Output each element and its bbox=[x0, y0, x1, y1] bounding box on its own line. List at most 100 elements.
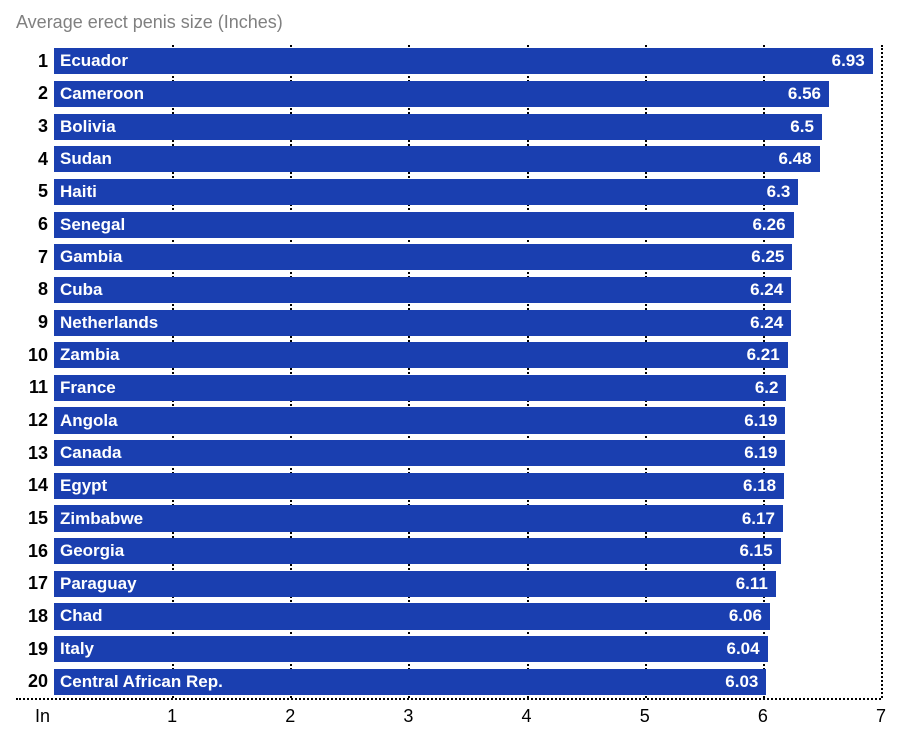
bar: Angola 6.19 bbox=[54, 407, 785, 433]
bar-value-label: 6.19 bbox=[744, 443, 777, 463]
bar-value-label: 6.17 bbox=[742, 509, 775, 529]
bar-row: France 6.2 bbox=[54, 372, 881, 405]
bar-value-label: 6.18 bbox=[743, 476, 776, 496]
bar-country-label: Cameroon bbox=[60, 84, 144, 104]
bar-country-label: Cuba bbox=[60, 280, 103, 300]
bar: Zimbabwe 6.17 bbox=[54, 505, 783, 531]
bar-value-label: 6.03 bbox=[725, 672, 758, 692]
x-tick: 6 bbox=[758, 706, 768, 727]
plot: Ecuador6.93 Cameroon 6.56 Bolivia 6.5 Sudan 6.… bbox=[54, 45, 881, 698]
rank-cell: 4 bbox=[38, 143, 48, 176]
rank-cell: 15 bbox=[28, 502, 48, 535]
bar-value-label: 6.04 bbox=[726, 639, 759, 659]
bar-country-label: Sudan bbox=[60, 149, 112, 169]
bar-value-label: 6.48 bbox=[778, 149, 811, 169]
bar-value-label: 6.11 bbox=[736, 574, 768, 594]
bar-value-label: 6.21 bbox=[747, 345, 780, 365]
bar-row: Bolivia 6.5 bbox=[54, 110, 881, 143]
bar-value-label: 6.3 bbox=[767, 182, 791, 202]
rank-cell: 10 bbox=[28, 339, 48, 372]
bar-value-label: 6.2 bbox=[755, 378, 779, 398]
rank-cell: 1 bbox=[38, 45, 48, 78]
bar-country-label: Chad bbox=[60, 606, 103, 626]
bar-value-label: 6.15 bbox=[739, 541, 772, 561]
bar-country-label: Central African Rep. bbox=[60, 672, 223, 692]
bar-country-label: Egypt bbox=[60, 476, 107, 496]
bar-value-label: 6.56 bbox=[788, 84, 821, 104]
bar: Chad6.06 bbox=[54, 603, 770, 629]
bar-row: Italy 6.04 bbox=[54, 633, 881, 666]
rank-cell: 11 bbox=[29, 372, 48, 405]
bar-value-label: 6.25 bbox=[751, 247, 784, 267]
x-axis-inner: In 1234567 bbox=[54, 700, 881, 740]
bar-country-label: Angola bbox=[60, 411, 118, 431]
x-tick: 5 bbox=[640, 706, 650, 727]
rank-cell: 17 bbox=[28, 568, 48, 601]
bar-row: Central African Rep. 6.03 bbox=[54, 665, 881, 698]
rank-cell: 20 bbox=[28, 665, 48, 698]
bar-country-label: Gambia bbox=[60, 247, 122, 267]
bar-country-label: France bbox=[60, 378, 116, 398]
plot-area: 1234567891011121314151617181920 Ecuador6… bbox=[16, 45, 881, 700]
rank-cell: 2 bbox=[38, 78, 48, 111]
bar: Cameroon 6.56 bbox=[54, 81, 829, 107]
gridline bbox=[881, 45, 883, 698]
rank-cell: 5 bbox=[38, 176, 48, 209]
bar-row: Zimbabwe 6.17 bbox=[54, 502, 881, 535]
bar-country-label: Bolivia bbox=[60, 117, 116, 137]
bar-row: Egypt 6.18 bbox=[54, 470, 881, 503]
bar-value-label: 6.93 bbox=[832, 51, 865, 71]
bar-country-label: Zimbabwe bbox=[60, 509, 143, 529]
x-tick: 4 bbox=[522, 706, 532, 727]
bar-row: Cuba 6.24 bbox=[54, 274, 881, 307]
bar: Georgia 6.15 bbox=[54, 538, 781, 564]
bar-row: Canada6.19 bbox=[54, 437, 881, 470]
bar-country-label: Senegal bbox=[60, 215, 125, 235]
bar-row: Sudan 6.48 bbox=[54, 143, 881, 176]
bar-value-label: 6.26 bbox=[752, 215, 785, 235]
bar-row: Senegal 6.26 bbox=[54, 208, 881, 241]
rank-cell: 12 bbox=[28, 404, 48, 437]
x-tick: 7 bbox=[876, 706, 886, 727]
bar-country-label: Georgia bbox=[60, 541, 124, 561]
y-rank-column: 1234567891011121314151617181920 bbox=[16, 45, 54, 698]
bar: Italy 6.04 bbox=[54, 636, 768, 662]
bar: Egypt 6.18 bbox=[54, 473, 784, 499]
rank-cell: 8 bbox=[38, 274, 48, 307]
bar-row: Paraguay 6.11 bbox=[54, 568, 881, 601]
bar-value-label: 6.5 bbox=[790, 117, 814, 137]
bar-country-label: Paraguay bbox=[60, 574, 137, 594]
rank-cell: 13 bbox=[28, 437, 48, 470]
bars: Ecuador6.93 Cameroon 6.56 Bolivia 6.5 Sudan 6.… bbox=[54, 45, 881, 698]
bar: Cuba 6.24 bbox=[54, 277, 791, 303]
bar: France 6.2 bbox=[54, 375, 786, 401]
bar-value-label: 6.24 bbox=[750, 280, 783, 300]
x-axis-zero-label: In bbox=[35, 706, 54, 727]
bar: Central African Rep. 6.03 bbox=[54, 669, 766, 695]
x-axis: In 1234567 bbox=[16, 700, 881, 740]
bar-row: Gambia 6.25 bbox=[54, 241, 881, 274]
bar: Paraguay 6.11 bbox=[54, 571, 776, 597]
bar: Gambia 6.25 bbox=[54, 244, 792, 270]
bar-row: Haiti 6.3 bbox=[54, 176, 881, 209]
bar-row: Zambia 6.21 bbox=[54, 339, 881, 372]
x-tick: 3 bbox=[403, 706, 413, 727]
chart-title: Average erect penis size (Inches) bbox=[16, 12, 881, 33]
x-tick: 1 bbox=[167, 706, 177, 727]
bar-country-label: Zambia bbox=[60, 345, 120, 365]
bar-country-label: Italy bbox=[60, 639, 94, 659]
bar-country-label: Netherlands bbox=[60, 313, 158, 333]
bar: Haiti 6.3 bbox=[54, 179, 798, 205]
rank-cell: 16 bbox=[28, 535, 48, 568]
rank-cell: 18 bbox=[28, 600, 48, 633]
x-tick: 2 bbox=[285, 706, 295, 727]
bar-value-label: 6.19 bbox=[744, 411, 777, 431]
bar-row: Chad6.06 bbox=[54, 600, 881, 633]
bar: Zambia 6.21 bbox=[54, 342, 788, 368]
rank-cell: 3 bbox=[38, 110, 48, 143]
rank-cell: 9 bbox=[38, 306, 48, 339]
bar: Ecuador6.93 bbox=[54, 48, 873, 74]
bar-country-label: Haiti bbox=[60, 182, 97, 202]
bar-row: Georgia 6.15 bbox=[54, 535, 881, 568]
bar: Senegal 6.26 bbox=[54, 212, 794, 238]
